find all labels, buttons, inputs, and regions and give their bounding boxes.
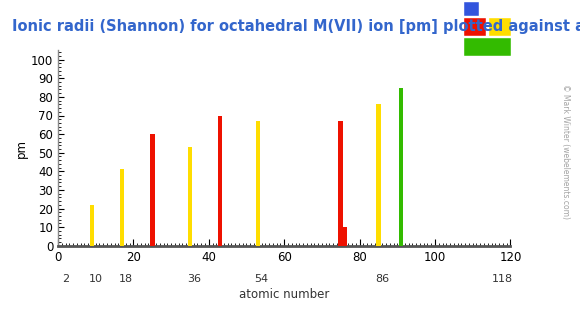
Text: 86: 86: [375, 273, 389, 284]
Bar: [399, 88, 403, 246]
Bar: [256, 121, 260, 246]
Text: 36: 36: [187, 273, 201, 284]
Bar: [120, 169, 124, 246]
Text: 54: 54: [255, 273, 269, 284]
Bar: [339, 121, 343, 246]
Bar: [376, 104, 380, 246]
Bar: [188, 147, 192, 246]
Text: atomic number: atomic number: [239, 288, 329, 301]
Bar: [150, 134, 154, 246]
Text: 118: 118: [492, 273, 513, 284]
Text: 2: 2: [62, 273, 69, 284]
Text: © Mark Winter (webelements.com): © Mark Winter (webelements.com): [561, 84, 570, 219]
Text: 18: 18: [119, 273, 133, 284]
Bar: [342, 227, 347, 246]
Y-axis label: pm: pm: [15, 139, 28, 158]
Text: 10: 10: [89, 273, 103, 284]
Text: Ionic radii (Shannon) for octahedral M(VII) ion [pm] plotted against atomic numb: Ionic radii (Shannon) for octahedral M(V…: [12, 19, 580, 34]
Bar: [218, 116, 222, 246]
Bar: [90, 205, 94, 246]
